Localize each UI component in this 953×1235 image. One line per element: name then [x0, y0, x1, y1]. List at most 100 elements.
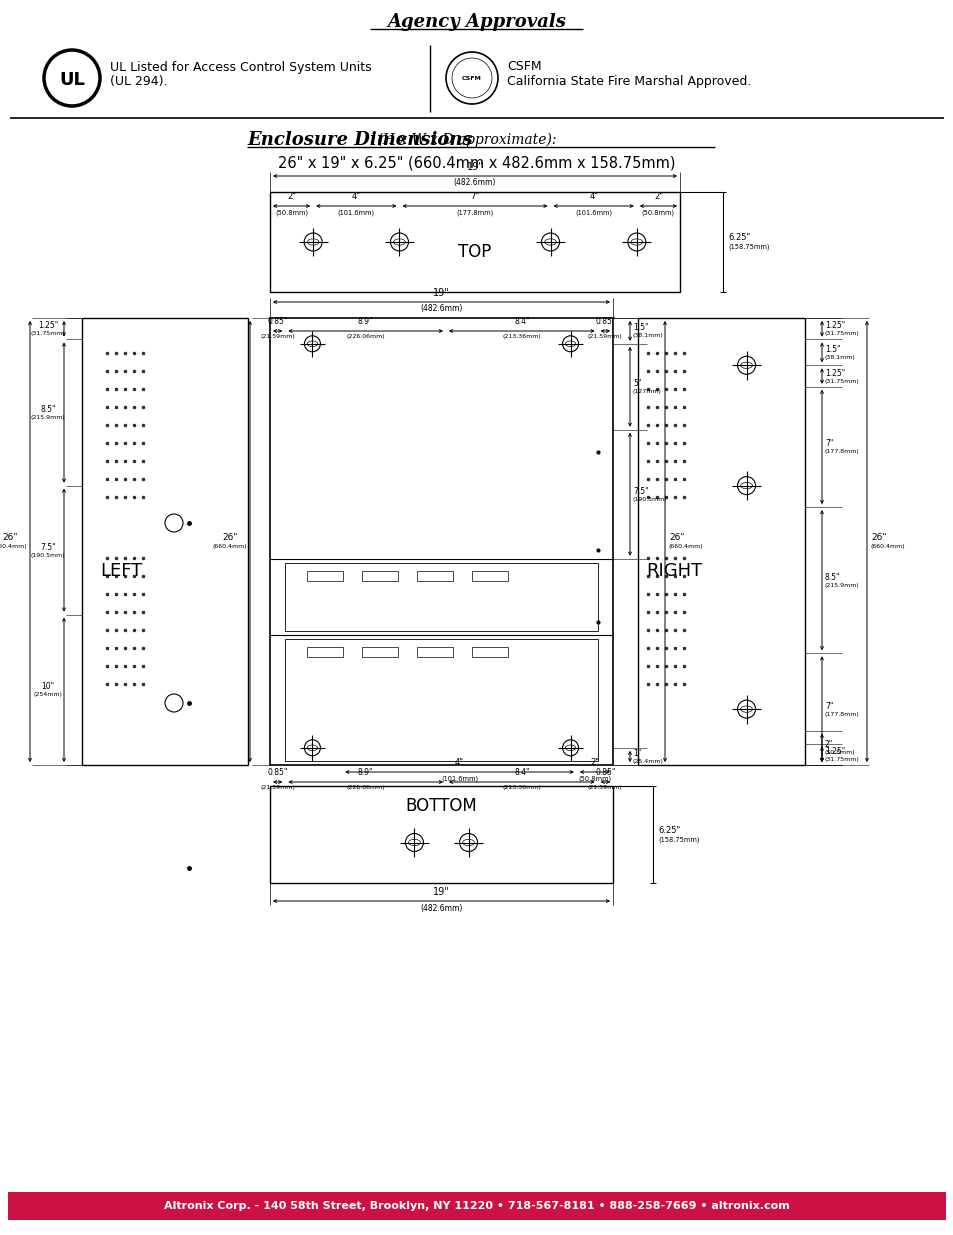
Text: 7": 7"	[824, 701, 833, 710]
Text: (482.6mm): (482.6mm)	[420, 304, 462, 312]
Text: 6.25": 6.25"	[727, 233, 749, 242]
Text: Altronix Corp. - 140 58th Street, Brooklyn, NY 11220 • 718-567-8181 • 888-258-76: Altronix Corp. - 140 58th Street, Brookl…	[164, 1200, 789, 1212]
Bar	[472, 572, 507, 582]
Text: (226.06mm): (226.06mm)	[346, 785, 385, 790]
Text: (482.6mm): (482.6mm)	[420, 904, 462, 913]
Bar	[8, 1192, 945, 1220]
Text: 19": 19"	[466, 162, 483, 172]
Bar	[82, 317, 248, 764]
Text: UL Listed for Access Control System Units: UL Listed for Access Control System Unit…	[110, 61, 372, 74]
Text: TOP: TOP	[457, 243, 491, 261]
Text: (215.9mm): (215.9mm)	[824, 583, 859, 588]
Text: (50.8mm): (50.8mm)	[274, 209, 308, 215]
Text: CSFM: CSFM	[461, 75, 481, 80]
Bar	[307, 572, 343, 582]
Text: 26": 26"	[870, 534, 885, 542]
Text: 7.5": 7.5"	[633, 487, 648, 495]
Text: UL: UL	[59, 70, 85, 89]
Text: (226.06mm): (226.06mm)	[346, 333, 385, 338]
Bar	[270, 317, 613, 764]
Text: (38.1mm): (38.1mm)	[633, 333, 663, 338]
Text: 19": 19"	[433, 887, 450, 897]
Text: RIGHT: RIGHT	[645, 562, 701, 580]
Text: 8.4": 8.4"	[514, 317, 529, 326]
Text: 8.4": 8.4"	[514, 768, 529, 777]
Text: (660.4mm): (660.4mm)	[213, 543, 247, 550]
Text: 19": 19"	[433, 288, 450, 298]
Text: 0.85": 0.85"	[267, 768, 288, 777]
Text: (254mm): (254mm)	[33, 693, 62, 698]
Text: (482.6mm): (482.6mm)	[454, 178, 496, 186]
Text: (213.36mm): (213.36mm)	[502, 785, 540, 790]
Text: (21.59mm): (21.59mm)	[260, 333, 294, 338]
Text: 4": 4"	[352, 191, 360, 201]
Text: 0.85": 0.85"	[595, 317, 615, 326]
Text: (660.4mm): (660.4mm)	[0, 543, 28, 550]
Text: California State Fire Marshal Approved.: California State Fire Marshal Approved.	[506, 75, 751, 89]
Bar	[472, 647, 507, 657]
Text: (31.75mm): (31.75mm)	[30, 331, 66, 336]
Text: CSFM: CSFM	[506, 61, 541, 74]
Text: 6.25": 6.25"	[658, 826, 679, 835]
Text: (UL 294).: (UL 294).	[110, 75, 168, 89]
Bar	[361, 572, 397, 582]
Text: 2": 2"	[653, 191, 662, 201]
Text: 8.5": 8.5"	[824, 573, 840, 582]
Text: (190.5mm): (190.5mm)	[633, 496, 667, 501]
Text: (31.75mm): (31.75mm)	[824, 331, 859, 336]
Text: 1.5": 1.5"	[824, 345, 840, 354]
Text: (21.59mm): (21.59mm)	[260, 785, 294, 790]
Text: (127mm): (127mm)	[633, 389, 661, 394]
Text: 26": 26"	[668, 534, 684, 542]
Text: (25.4mm): (25.4mm)	[633, 758, 663, 764]
Text: (177.8mm): (177.8mm)	[456, 209, 493, 215]
Text: 8.9": 8.9"	[357, 317, 373, 326]
Bar	[270, 191, 679, 291]
Text: 8.9": 8.9"	[357, 768, 373, 777]
Text: (50.8mm): (50.8mm)	[641, 209, 675, 215]
Bar	[285, 563, 598, 631]
Text: (660.4mm): (660.4mm)	[870, 543, 904, 550]
Bar	[307, 647, 343, 657]
Text: 2": 2"	[287, 191, 295, 201]
Text: 1.25": 1.25"	[824, 321, 844, 330]
Text: 4": 4"	[589, 191, 598, 201]
Text: (190.5mm): (190.5mm)	[30, 552, 65, 557]
Text: (21.59mm): (21.59mm)	[587, 785, 622, 790]
Text: 1": 1"	[633, 748, 640, 758]
Bar	[416, 572, 453, 582]
Text: 26" x 19" x 6.25" (660.4mm x 482.6mm x 158.75mm): 26" x 19" x 6.25" (660.4mm x 482.6mm x 1…	[278, 156, 675, 170]
Text: 7.5": 7.5"	[40, 542, 56, 552]
Text: (50.8mm): (50.8mm)	[824, 751, 855, 756]
Text: (21.59mm): (21.59mm)	[587, 333, 622, 338]
Text: (101.6mm): (101.6mm)	[575, 209, 612, 215]
Text: (38.1mm): (38.1mm)	[824, 354, 855, 359]
Bar	[361, 647, 397, 657]
Text: (H x W x D approximate):: (H x W x D approximate):	[373, 133, 556, 147]
Bar	[638, 317, 804, 764]
Text: Enclosure Dimensions: Enclosure Dimensions	[247, 131, 472, 149]
Text: (215.9mm): (215.9mm)	[30, 415, 66, 420]
Text: 26": 26"	[2, 534, 18, 542]
Text: (101.6mm): (101.6mm)	[440, 776, 477, 782]
Text: 1.25": 1.25"	[824, 368, 844, 378]
Text: 7": 7"	[824, 440, 833, 448]
Text: (177.8mm): (177.8mm)	[824, 450, 859, 454]
Text: (158.75mm): (158.75mm)	[658, 836, 699, 842]
Text: 4": 4"	[455, 758, 463, 767]
Text: (31.75mm): (31.75mm)	[824, 757, 859, 762]
Text: (660.4mm): (660.4mm)	[668, 543, 703, 550]
Text: LEFT: LEFT	[100, 562, 142, 580]
Bar	[285, 640, 598, 761]
Text: 7": 7"	[470, 191, 479, 201]
Text: 1.5": 1.5"	[633, 324, 648, 332]
Text: (158.75mm): (158.75mm)	[727, 243, 769, 251]
Text: 2": 2"	[824, 740, 832, 750]
Bar	[416, 647, 453, 657]
Text: 1.25": 1.25"	[38, 321, 58, 330]
Text: 0.85": 0.85"	[267, 317, 288, 326]
Text: BOTTOM: BOTTOM	[405, 797, 476, 815]
Text: 10": 10"	[41, 682, 54, 692]
Text: 5": 5"	[633, 379, 640, 388]
Text: (50.8mm): (50.8mm)	[578, 776, 611, 782]
